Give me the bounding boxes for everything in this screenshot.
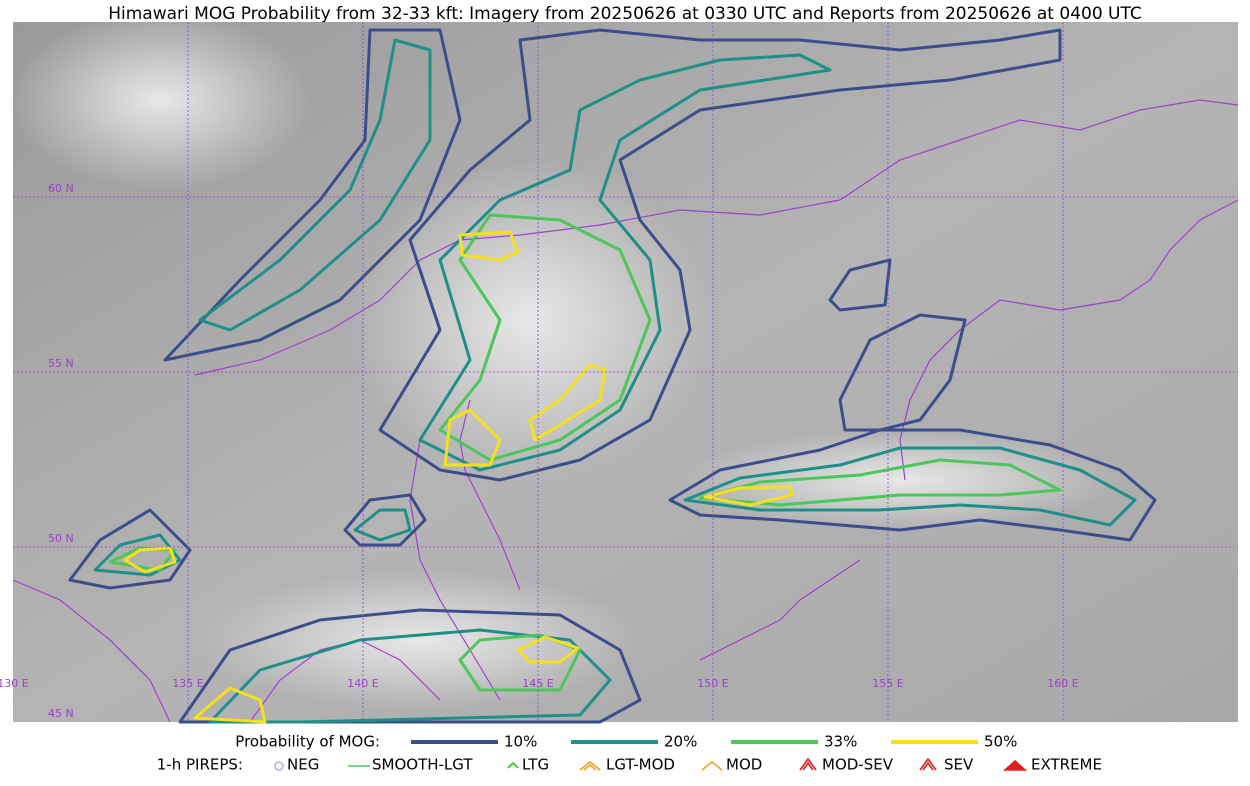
lat-label: 50 N <box>48 532 74 545</box>
icon-sev <box>919 757 937 771</box>
pireps-title: 1-h PIREPS: <box>157 756 243 774</box>
contour-20 <box>683 446 1137 527</box>
graticule: 130 E 135 E 140 E 145 E 150 E 155 E 160 E 60 N 5… <box>0 22 1238 722</box>
lat-label: 55 N <box>48 357 74 370</box>
pirep-label: EXTREME <box>1031 756 1102 774</box>
pirep-label: LTG <box>522 756 549 774</box>
contour-33 <box>438 213 652 462</box>
contour-50 <box>703 485 794 507</box>
contour-50 <box>443 230 607 467</box>
lon-label: 145 E <box>522 677 553 690</box>
contours <box>68 28 1157 724</box>
icon-extreme <box>1002 759 1028 771</box>
lon-label: 160 E <box>1047 677 1078 690</box>
contour-33 <box>698 458 1062 507</box>
pirep-label: SMOOTH-LGT <box>372 756 473 774</box>
contour-10 <box>668 428 1157 542</box>
lat-label: 60 N <box>48 182 74 195</box>
lon-label: 135 E <box>172 677 203 690</box>
lon-label: 150 E <box>697 677 728 690</box>
lon-label: 130 E <box>0 677 29 690</box>
icon-mod <box>701 760 723 771</box>
legend-label: 50% <box>984 733 1017 751</box>
lat-label: 45 N <box>48 707 74 720</box>
contour-10 <box>828 258 967 432</box>
cloud <box>10 10 310 190</box>
pirep-icons <box>274 757 1028 771</box>
legend-title: Probability of MOG: <box>235 733 380 751</box>
legend-label: 20% <box>664 733 697 751</box>
pirep-label: MOD-SEV <box>822 756 894 774</box>
icon-ltg <box>507 761 519 769</box>
contour-10 <box>163 28 462 362</box>
pirep-label: LGT-MOD <box>606 756 675 774</box>
contour-33 <box>108 546 582 692</box>
lon-label: 155 E <box>872 677 903 690</box>
cloud <box>200 570 640 710</box>
lon-label: 140 E <box>347 677 378 690</box>
title: Himawari MOG Probability from 32-33 kft:… <box>108 4 1142 24</box>
contour-10 <box>68 493 642 724</box>
legend-label: 10% <box>504 733 537 751</box>
contour-10 <box>378 28 1062 482</box>
legend: Probability of MOG: 1-h PIREPS: 10% 20% 33… <box>157 733 1102 774</box>
map: 130 E 135 E 140 E 145 E 150 E 155 E 160 E 60 N 5… <box>0 10 1239 724</box>
contour-20 <box>198 38 432 332</box>
pirep-label: NEG <box>287 756 319 774</box>
icon-lgt-mod <box>579 760 601 771</box>
icon-mod-sev <box>799 757 817 771</box>
pirep-label: SEV <box>944 756 974 774</box>
contour-50 <box>123 546 580 724</box>
pirep-label: MOD <box>726 756 762 774</box>
legend-label: 33% <box>824 733 857 751</box>
icon-neg <box>274 761 284 771</box>
contour-20 <box>418 53 832 472</box>
cloud <box>350 160 710 480</box>
